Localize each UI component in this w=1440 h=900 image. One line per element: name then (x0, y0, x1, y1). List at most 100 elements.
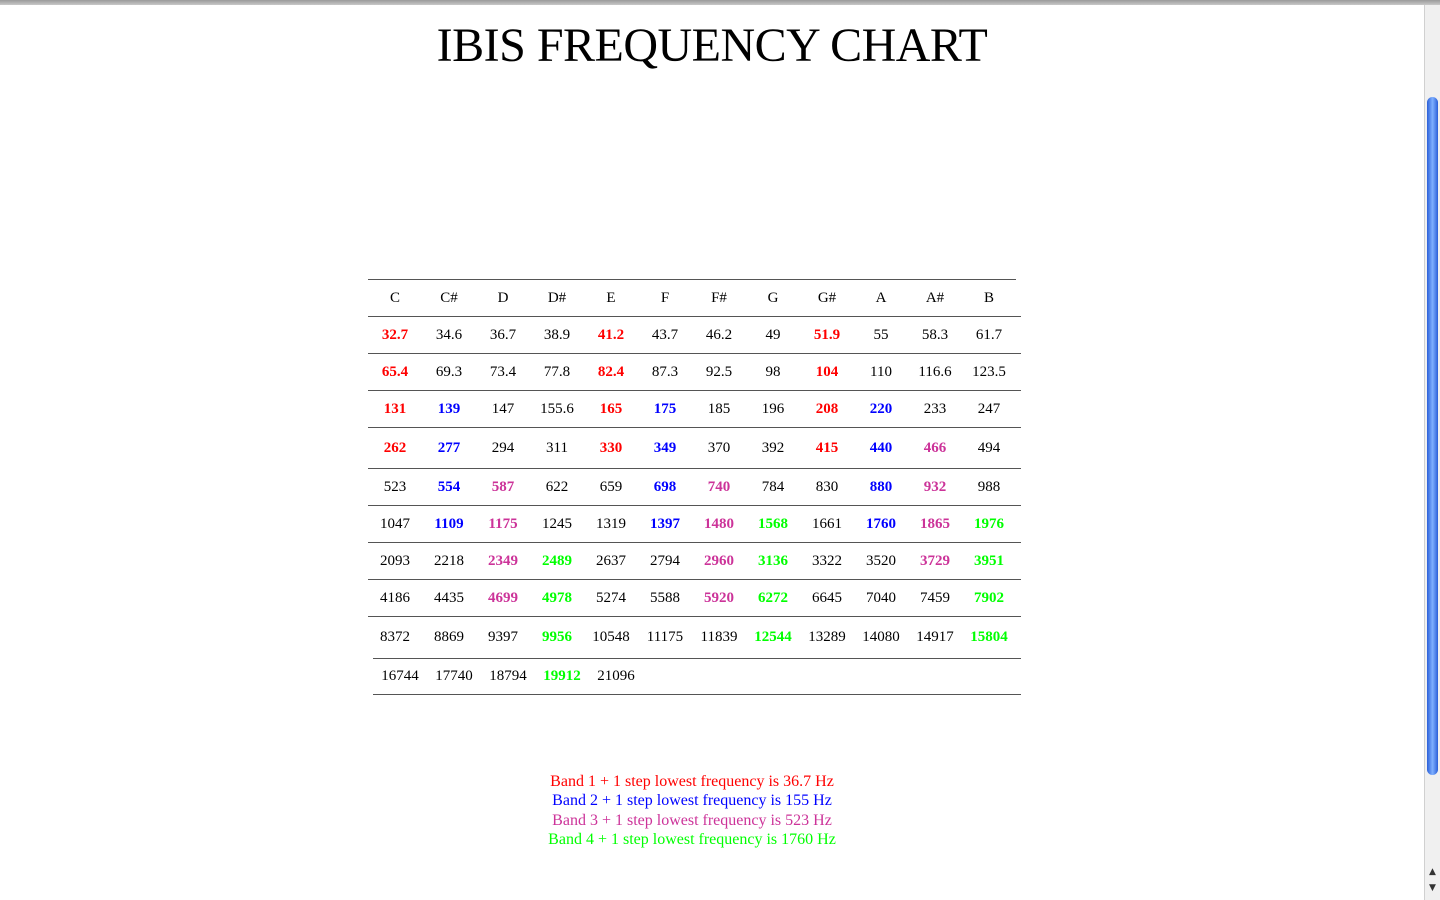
frequency-cell: 98 (765, 363, 781, 380)
frequency-cell: 41.2 (597, 326, 625, 343)
frequency-cell: 104 (815, 363, 839, 380)
frequency-cell: 784 (761, 478, 785, 495)
frequency-cell: 1245 (542, 515, 572, 532)
frequency-cell: 147 (491, 400, 515, 417)
frequency-cell: 830 (815, 478, 839, 495)
frequency-cell: 262 (383, 439, 407, 456)
frequency-cell: 330 (599, 439, 623, 456)
frequency-cell: 3322 (812, 552, 842, 569)
frequency-cell: 77.8 (543, 363, 571, 380)
frequency-cell: 175 (653, 400, 677, 417)
frequency-cell: 8372 (380, 629, 410, 645)
frequency-cell: 1047 (380, 515, 410, 532)
frequency-cell: 43.7 (651, 326, 679, 343)
column-header: B (983, 289, 994, 306)
frequency-cell: 2093 (380, 552, 410, 569)
frequency-cell: 15804 (970, 629, 1008, 645)
frequency-cell: 880 (869, 478, 893, 495)
frequency-cell: 5920 (704, 589, 734, 606)
frequency-cell: 110 (870, 363, 892, 380)
frequency-cell: 659 (599, 478, 623, 495)
frequency-cell: 14917 (916, 629, 954, 645)
frequency-cell: 65.4 (381, 363, 409, 380)
table-row: 131 139 147 155.6 165 175 185 196 208 220 233 247 (368, 390, 1021, 427)
scroll-down-arrow-icon[interactable]: ▼ (1429, 883, 1436, 893)
column-header: A (875, 289, 887, 306)
frequency-cell: 46.2 (705, 326, 733, 343)
frequency-cell: 9956 (542, 629, 572, 645)
frequency-cell: 17740 (435, 668, 473, 684)
frequency-cell: 1865 (920, 515, 950, 532)
frequency-cell: 196 (761, 400, 785, 417)
band-legend: Band 1 + 1 step lowest frequency is 36.7… (0, 772, 1384, 849)
table-row: 65.4 69.3 73.4 77.8 82.4 87.3 92.5 98 104 110 116.… (368, 353, 1021, 390)
table-row: 262 277 294 311 330 349 370 392 415 440 466 494 (368, 427, 1021, 468)
frequency-cell: 9397 (488, 629, 518, 645)
frequency-cell: 165 (599, 400, 623, 417)
frequency-cell: 1760 (866, 515, 896, 532)
frequency-cell: 58.3 (921, 326, 949, 343)
frequency-cell: 311 (546, 439, 568, 456)
frequency-cell: 277 (437, 439, 461, 456)
page-title: IBIS FREQUENCY CHART (436, 19, 988, 72)
frequency-cell: 4186 (380, 589, 410, 606)
column-header: G# (817, 289, 837, 306)
column-header: D# (547, 289, 567, 306)
frequency-cell: 73.4 (489, 363, 517, 380)
column-header: F (660, 289, 670, 306)
frequency-cell: 494 (977, 439, 1001, 456)
frequency-cell: 87.3 (651, 363, 679, 380)
frequency-cell: 92.5 (705, 363, 733, 380)
legend-line-band-4: Band 4 + 1 step lowest frequency is 1760… (548, 830, 836, 848)
scrollbar-thumb[interactable] (1427, 97, 1438, 775)
column-header: E (606, 289, 616, 306)
frequency-cell: 294 (491, 439, 515, 456)
frequency-cell: 21096 (597, 668, 635, 684)
table-row: 2093 2218 2349 2489 2637 2794 2960 3136 3322 3520… (368, 542, 1021, 579)
frequency-cell: 34.6 (435, 326, 463, 343)
frequency-cell: 7459 (920, 589, 950, 606)
frequency-cell: 3520 (866, 552, 896, 569)
frequency-cell: 2349 (488, 552, 518, 569)
frequency-cell: 2637 (596, 552, 626, 569)
column-header: C (389, 289, 400, 306)
frequency-cell: 155.6 (540, 400, 574, 417)
table-row: 4186 4435 4699 4978 5274 5588 5920 6272 6645 7040… (368, 579, 1021, 616)
frequency-cell: 3951 (974, 552, 1004, 569)
frequency-cell: 5588 (650, 589, 680, 606)
frequency-cell: 2489 (542, 552, 572, 569)
frequency-cell: 4978 (542, 589, 572, 606)
legend-line-band-1: Band 1 + 1 step lowest frequency is 36.7… (550, 773, 834, 790)
frequency-cell: 740 (707, 478, 731, 495)
frequency-cell: 1480 (704, 515, 734, 532)
frequency-cell: 6272 (758, 589, 788, 606)
frequency-cell: 587 (491, 478, 515, 495)
frequency-cell: 392 (761, 439, 785, 456)
frequency-cell: 523 (383, 478, 407, 495)
frequency-cell: 4699 (488, 589, 518, 606)
frequency-cell: 698 (653, 478, 677, 495)
frequency-cell: 2794 (650, 552, 680, 569)
frequency-cell: 233 (923, 400, 947, 417)
frequency-cell: 10548 (592, 629, 630, 645)
frequency-cell: 932 (923, 478, 947, 495)
frequency-cell: 38.9 (543, 326, 571, 343)
table-row: 523 554 587 622 659 698 740 784 830 880 932 988 (368, 468, 1021, 505)
frequency-cell: 3136 (758, 552, 788, 569)
frequency-cell: 19912 (543, 668, 581, 684)
frequency-cell: 55 (873, 326, 889, 343)
vertical-scrollbar[interactable]: ▲ ▼ (1424, 5, 1440, 900)
frequency-cell: 1319 (596, 515, 626, 532)
frequency-cell: 220 (869, 400, 893, 417)
frequency-cell: 1397 (650, 515, 680, 532)
frequency-cell: 349 (653, 439, 677, 456)
frequency-cell: 13289 (808, 629, 846, 645)
frequency-cell: 11175 (646, 629, 684, 645)
frequency-cell: 988 (977, 478, 1001, 495)
frequency-cell: 1175 (488, 515, 518, 532)
frequency-cell: 18794 (489, 668, 527, 684)
frequency-cell: 131 (383, 400, 407, 417)
scroll-up-arrow-icon[interactable]: ▲ (1429, 867, 1436, 877)
frequency-cell: 440 (869, 439, 893, 456)
frequency-cell: 4435 (434, 589, 464, 606)
